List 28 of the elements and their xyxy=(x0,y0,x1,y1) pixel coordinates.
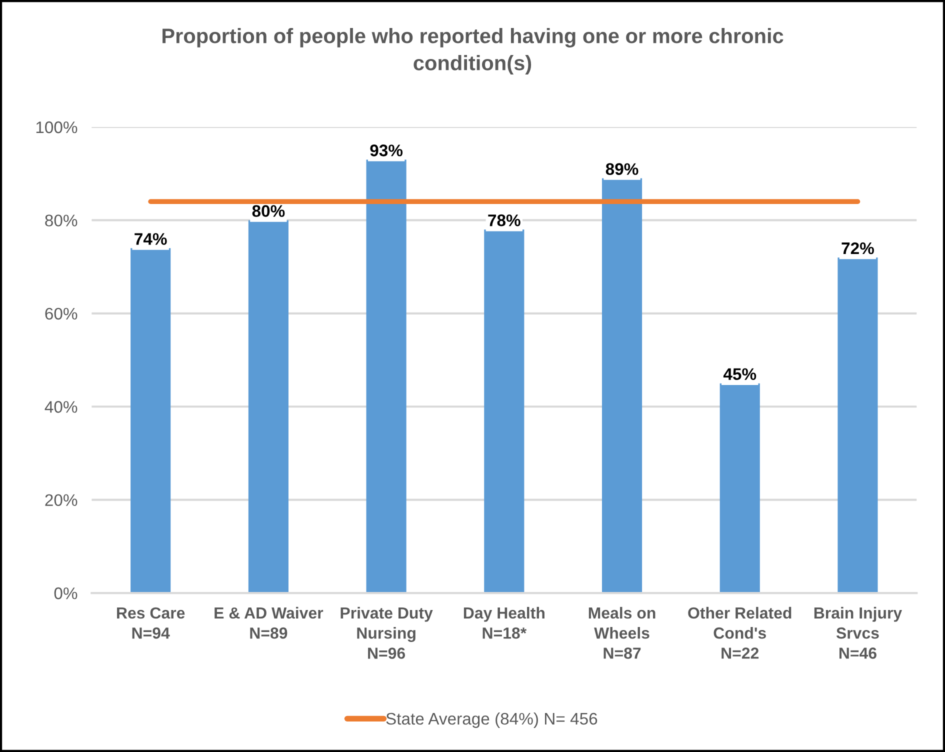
data-label: 45% xyxy=(723,368,756,380)
data-label: 78% xyxy=(488,214,520,226)
data-label: 72% xyxy=(842,242,874,254)
bar xyxy=(602,178,642,594)
y-tick-label: 40% xyxy=(44,401,78,413)
data-label: 74% xyxy=(134,233,167,245)
bar xyxy=(248,220,288,594)
x-tick-label: E & AD Waiver N=89 xyxy=(214,606,324,639)
bar xyxy=(838,257,878,594)
y-tick-label: 60% xyxy=(45,308,78,320)
bar xyxy=(366,160,406,594)
y-tick-label: 20% xyxy=(45,494,78,506)
x-tick-label: Day Health N=18* xyxy=(464,606,544,639)
x-tick-label: Private Duty Nursing N=96 xyxy=(340,606,433,659)
x-tick-label: Res Care N=94 xyxy=(117,607,185,639)
y-tick-label: 0% xyxy=(54,587,78,600)
bar xyxy=(130,248,171,594)
x-tick-label: Other Related Cond's N=22 xyxy=(688,606,792,659)
y-tick-label: 80% xyxy=(45,214,78,226)
x-tick-label: Brain Injury Srvcs N=46 xyxy=(814,606,902,659)
x-tick-label: Meals on Wheels N=87 xyxy=(588,606,656,659)
bar xyxy=(720,383,760,594)
data-label: 93% xyxy=(370,144,403,156)
legend-label: State Average (84%) N= 456 xyxy=(386,712,598,728)
data-label: 80% xyxy=(252,205,285,217)
data-label: 89% xyxy=(606,163,638,175)
chart-title: Proportion of people who reported having one or more chronic condition(s) xyxy=(162,28,784,74)
y-tick-label: 100% xyxy=(36,121,78,134)
